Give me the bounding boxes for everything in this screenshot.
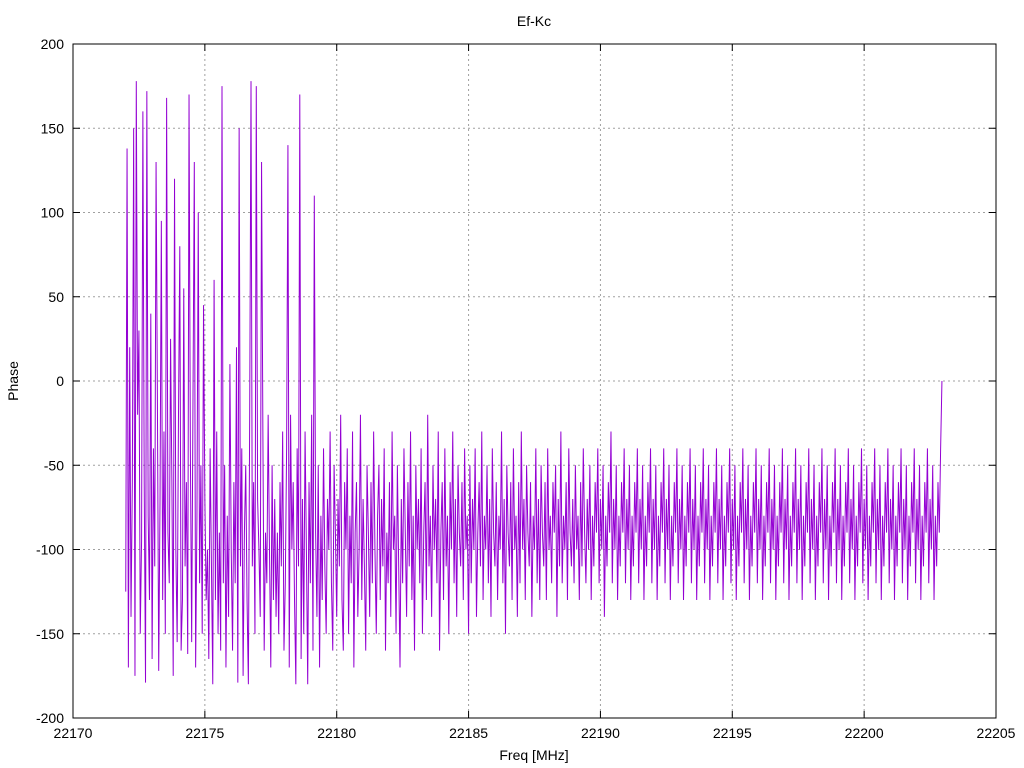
x-tick-label: 22175 (185, 725, 224, 741)
x-tick-label: 22190 (581, 725, 620, 741)
y-tick-label: 200 (41, 36, 65, 52)
y-tick-label: 0 (56, 373, 64, 389)
y-tick-label: -200 (36, 710, 64, 726)
y-tick-label: -50 (44, 457, 64, 473)
x-tick-labels: 22170 22175 22180 22185 22190 22195 22200 22205 (54, 725, 1016, 741)
y-tick-label: 150 (41, 120, 65, 136)
y-tick-label: -100 (36, 542, 64, 558)
y-axis-label: Phase (5, 361, 21, 401)
x-axis-label: Freq [MHz] (499, 747, 568, 763)
x-tick-label: 22200 (845, 725, 884, 741)
grid (73, 44, 996, 718)
y-tick-label: -150 (36, 626, 64, 642)
x-tick-label: 22195 (713, 725, 752, 741)
ticks (72, 43, 997, 719)
y-tick-label: 50 (48, 289, 64, 305)
y-tick-labels: -200 -150 -100 -50 0 50 100 150 200 (36, 36, 64, 726)
x-tick-label: 22185 (449, 725, 488, 741)
x-tick-label: 22170 (54, 725, 93, 741)
phase-series-line (125, 81, 943, 685)
y-tick-label: 100 (41, 205, 65, 221)
series-layer (125, 81, 943, 685)
x-tick-label: 22205 (977, 725, 1016, 741)
chart-title: Ef-Kc (517, 13, 551, 29)
x-tick-label: 22180 (317, 725, 356, 741)
